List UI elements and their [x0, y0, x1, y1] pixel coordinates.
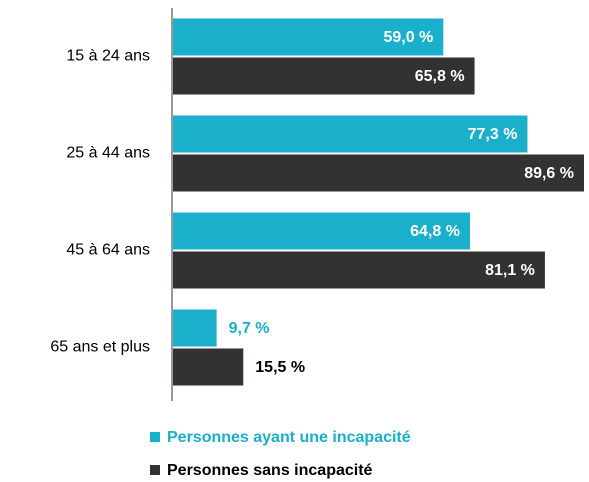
legend-marker	[150, 432, 160, 442]
bar	[172, 309, 217, 347]
bar	[172, 154, 584, 192]
category-label: 25 à 44 ans	[66, 145, 150, 162]
legend-label: Personnes sans incapacité	[167, 462, 373, 479]
category-label: 45 à 64 ans	[66, 242, 150, 259]
legend-label: Personnes ayant une incapacité	[167, 429, 411, 446]
legend-marker	[150, 465, 160, 475]
value-label: 15,5 %	[255, 359, 305, 376]
bar	[172, 18, 444, 56]
bar	[172, 251, 545, 289]
bar	[172, 115, 528, 153]
value-label: 89,6 %	[524, 165, 574, 182]
category-label: 15 à 24 ans	[66, 48, 150, 65]
bar	[172, 57, 475, 95]
value-label: 65,8 %	[415, 68, 465, 85]
bar	[172, 212, 470, 250]
value-label: 59,0 %	[383, 29, 433, 46]
value-label: 81,1 %	[485, 262, 535, 279]
value-label: 64,8 %	[410, 223, 460, 240]
bar	[172, 348, 244, 386]
value-label: 9,7 %	[229, 320, 270, 337]
category-label: 65 ans et plus	[50, 339, 150, 356]
value-label: 77,3 %	[468, 126, 518, 143]
